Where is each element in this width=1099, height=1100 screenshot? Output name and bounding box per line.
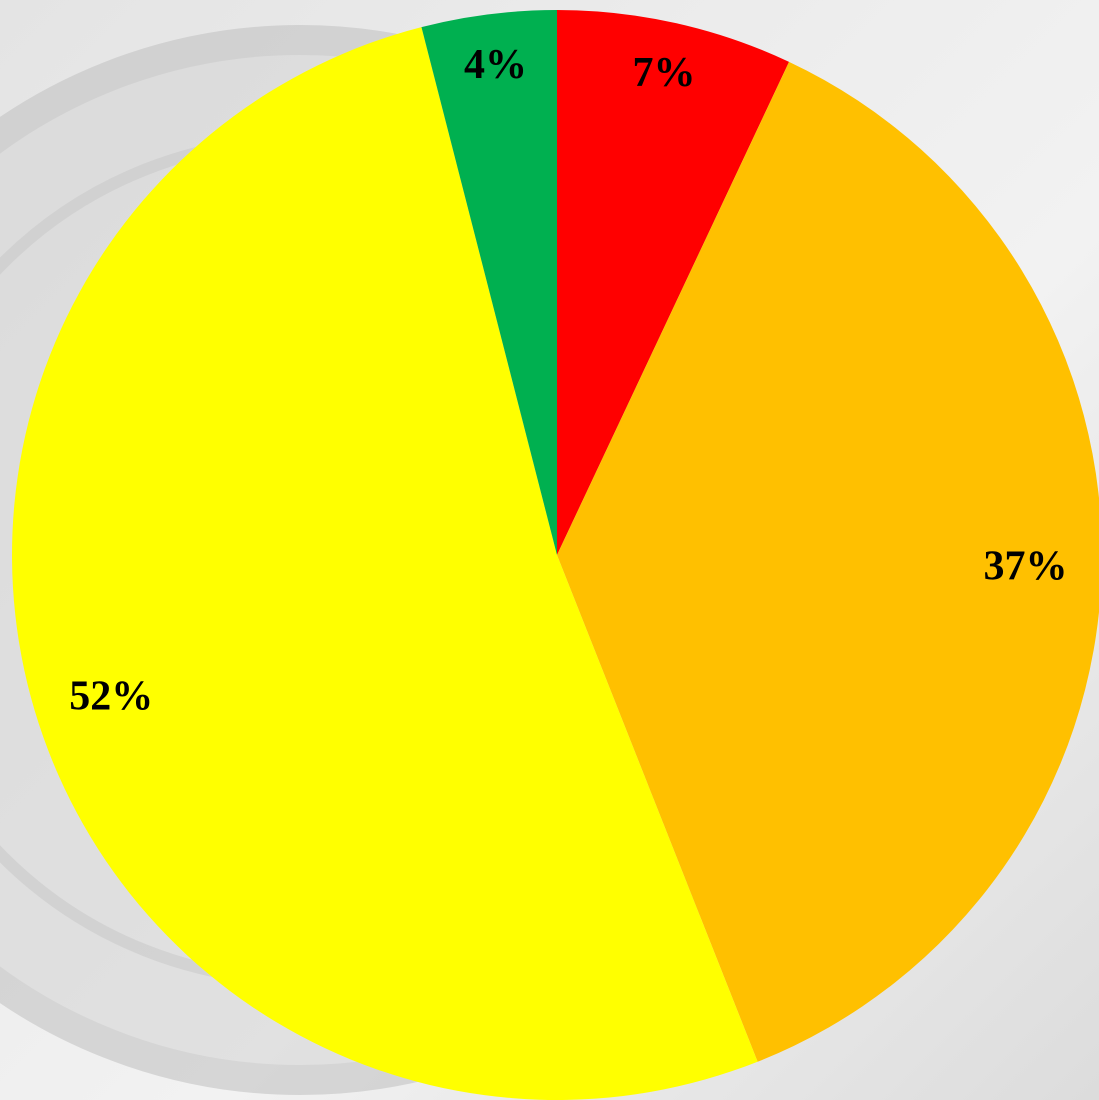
- pie-slice: [12, 27, 758, 1100]
- pie-slice: [421, 10, 557, 555]
- data-label: 37%: [983, 543, 1067, 589]
- data-label: 52%: [69, 673, 153, 719]
- pie-slice: [557, 10, 790, 555]
- data-label: 7%: [632, 50, 695, 96]
- pie-slice: [557, 61, 1099, 1062]
- data-label: 4%: [464, 42, 527, 88]
- pie: 7% 37% 52% 4%: [12, 10, 1099, 1100]
